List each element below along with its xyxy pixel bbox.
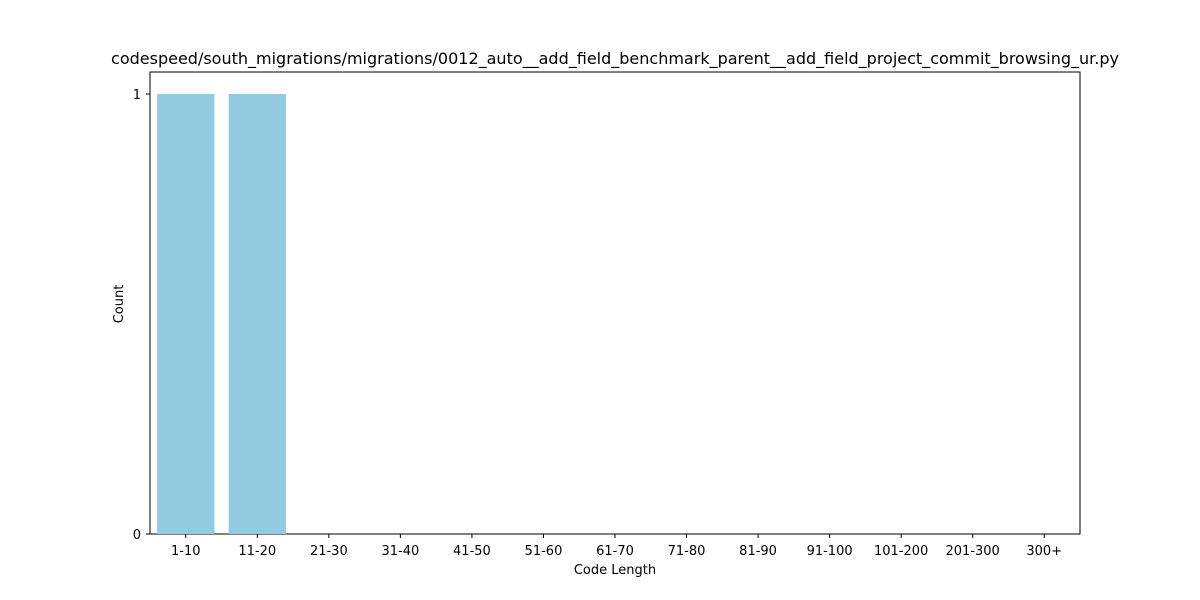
x-tick-label: 91-100 [807, 544, 853, 559]
x-tick-label: 21-30 [310, 544, 348, 559]
y-axis-label: Count [112, 285, 127, 324]
bars-group [157, 94, 286, 534]
y-tick-label: 0 [133, 528, 141, 543]
y-axis: 01 [133, 88, 150, 543]
x-tick-label: 41-50 [453, 544, 491, 559]
x-tick-label: 1-10 [171, 544, 201, 559]
bar-1-10 [157, 94, 215, 534]
x-axis: 1-10 11-20 21-30 31-40 41-50 51-60 61-70 71-80 8… [171, 534, 1062, 559]
x-tick-label: 81-90 [739, 544, 777, 559]
x-axis-label: Code Length [574, 563, 656, 578]
x-tick-label: 71-80 [668, 544, 706, 559]
x-tick-label: 300+ [1026, 544, 1062, 559]
x-tick-label: 101-200 [874, 544, 928, 559]
bar-11-20 [228, 94, 286, 534]
chart-title: codespeed/south_migrations/migrations/00… [111, 49, 1119, 69]
x-tick-label: 31-40 [381, 544, 419, 559]
x-tick-label: 51-60 [525, 544, 563, 559]
x-tick-label: 201-300 [946, 544, 1000, 559]
plot-area [149, 71, 1081, 535]
x-tick-label: 61-70 [596, 544, 634, 559]
x-tick-label: 11-20 [238, 544, 276, 559]
y-tick-label: 1 [133, 88, 141, 103]
